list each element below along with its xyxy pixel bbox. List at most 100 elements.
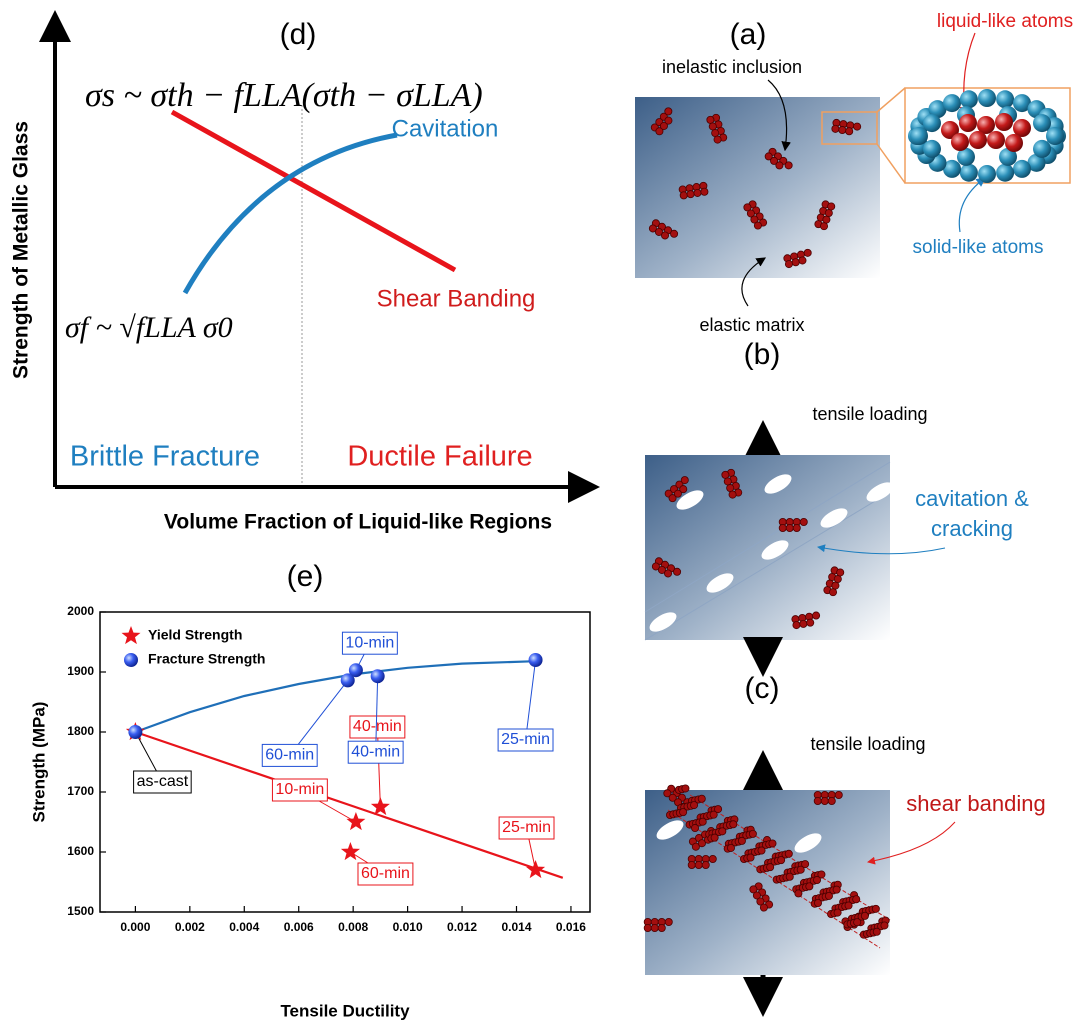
atom	[710, 811, 717, 818]
atom	[673, 568, 680, 575]
chart-title: (e)	[287, 560, 324, 593]
atom	[881, 922, 888, 929]
atom	[767, 864, 774, 871]
atom	[800, 518, 807, 525]
atom	[834, 909, 841, 916]
atom	[712, 129, 719, 136]
atom	[806, 883, 813, 890]
solid-atom	[978, 89, 996, 107]
solid-atom	[923, 114, 941, 132]
atom	[727, 844, 734, 851]
y-tick-label: 1700	[67, 784, 94, 798]
point-label: 60-min	[361, 865, 410, 882]
atom	[664, 570, 671, 577]
ball-point	[128, 725, 142, 739]
label: elastic matrix	[699, 315, 804, 335]
legend-label: Yield Strength	[148, 627, 242, 643]
point-label: as-cast	[137, 773, 189, 790]
x-tick-label: 0.000	[120, 920, 150, 934]
solid-atom	[943, 94, 961, 112]
x-tick-label: 0.014	[501, 920, 531, 934]
label: inelastic inclusion	[662, 57, 802, 77]
label: liquid-like atoms	[937, 11, 1073, 32]
atom	[828, 797, 835, 804]
atom	[680, 192, 687, 199]
x-tick-label: 0.016	[556, 920, 586, 934]
point-label: 10-min	[345, 634, 394, 651]
point-label: 40-min	[351, 743, 400, 760]
atom	[688, 861, 695, 868]
solid-atom	[923, 140, 941, 158]
liquid-atom	[987, 131, 1005, 149]
atom	[729, 491, 736, 498]
atom	[795, 890, 802, 897]
atom	[690, 801, 697, 808]
formula: σs ~ σth − fLLA(σth − σLLA)	[85, 77, 483, 114]
label: tensile loading	[810, 734, 925, 754]
atom	[701, 188, 708, 195]
point-label: 40-min	[353, 718, 402, 735]
atom	[665, 108, 672, 115]
atom	[854, 123, 861, 130]
atom	[760, 904, 767, 911]
star-point	[346, 812, 365, 830]
point-label: 25-min	[502, 819, 551, 836]
atom	[778, 857, 785, 864]
solid-atom	[1033, 140, 1051, 158]
curve-label: Shear Banding	[377, 285, 536, 312]
ball-point	[529, 653, 543, 667]
atom	[738, 837, 745, 844]
atom	[832, 582, 839, 589]
axis-label: Volume Fraction of Liquid-like Regions	[164, 511, 552, 534]
label: cracking	[931, 516, 1013, 541]
zoom-line	[877, 144, 905, 183]
atom	[825, 209, 832, 216]
atom	[861, 912, 868, 919]
liquid-atom	[969, 131, 987, 149]
atom	[680, 809, 687, 816]
panel-title: (a)	[730, 18, 767, 51]
liquid-atom	[1005, 134, 1023, 152]
panel-e: (e) Tensile Ductility Strength (MPa) 0.0…	[29, 560, 590, 1021]
atom	[776, 162, 783, 169]
panel-d: (d) σs ~ σth − fLLA(σth − σLLA) σf ~ √fL…	[10, 14, 596, 534]
atom	[872, 905, 879, 912]
y-axis-label: Strength (MPa)	[29, 702, 48, 823]
label: shear banding	[906, 791, 1045, 816]
atom	[749, 830, 756, 837]
ball-point	[371, 669, 385, 683]
label: solid-like atoms	[913, 237, 1044, 258]
atom	[644, 924, 651, 931]
solid-atom	[1033, 114, 1051, 132]
atom	[785, 260, 792, 267]
point-label: 10-min	[275, 781, 324, 798]
atom	[786, 524, 793, 531]
atom	[846, 128, 853, 135]
atom	[714, 136, 721, 143]
atom	[769, 840, 776, 847]
atom	[821, 797, 828, 804]
atom	[793, 621, 800, 628]
atom	[747, 854, 754, 861]
atom	[793, 524, 800, 531]
liquid-atom	[995, 113, 1013, 131]
atom	[682, 785, 689, 792]
atom	[853, 896, 860, 903]
region-label: Brittle Fracture	[70, 441, 260, 473]
solid-atom	[910, 127, 928, 145]
y-tick-label: 1500	[67, 904, 94, 918]
atom	[687, 191, 694, 198]
point-label: 25-min	[501, 731, 550, 748]
formula: σf ~ √fLLA σ0	[65, 311, 233, 344]
y-tick-label: 1800	[67, 724, 94, 738]
atom	[807, 619, 814, 626]
atom	[873, 928, 880, 935]
x-axis-label: Tensile Ductility	[280, 1001, 410, 1020]
atom	[711, 834, 718, 841]
panel-b: (b) tensile loading cavitation & crackin…	[645, 338, 1029, 672]
point-label: 60-min	[265, 747, 314, 764]
atom	[854, 919, 861, 926]
atom	[785, 850, 792, 857]
legend-label: Fracture Strength	[148, 651, 265, 667]
y-tick-label: 1900	[67, 664, 94, 678]
